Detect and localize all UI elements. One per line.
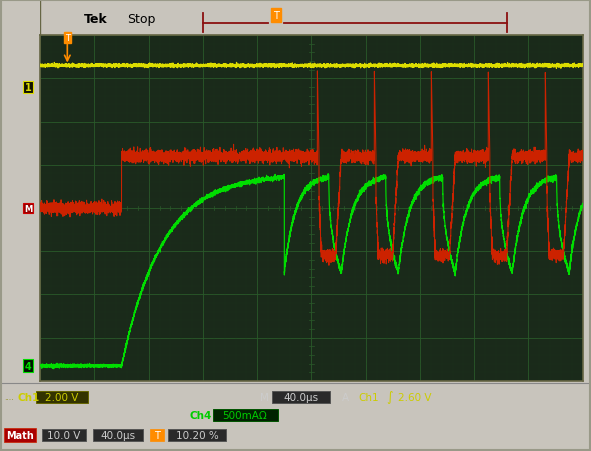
Text: A: A (342, 392, 349, 402)
Text: 500mAΩ: 500mAΩ (223, 410, 267, 420)
Bar (42, 429, 86, 441)
Text: Stop: Stop (127, 14, 155, 26)
Bar (150, 429, 164, 441)
Text: Ch4: Ch4 (190, 410, 212, 420)
Text: Ch1: Ch1 (18, 392, 40, 402)
Text: 40.0µs: 40.0µs (100, 430, 135, 440)
Text: 4: 4 (25, 361, 32, 371)
Bar (93, 429, 143, 441)
Text: 1: 1 (25, 83, 32, 93)
Bar (272, 391, 330, 403)
Text: ....: .... (4, 392, 14, 401)
Text: Math: Math (6, 430, 34, 440)
Text: 10.20 %: 10.20 % (176, 430, 219, 440)
Text: Tek: Tek (83, 14, 108, 26)
Text: ∫: ∫ (386, 391, 392, 404)
Text: T: T (65, 34, 70, 43)
Bar (4, 428, 36, 442)
Bar (36, 391, 88, 403)
Text: M: M (24, 204, 33, 213)
Text: 2.60 V: 2.60 V (398, 392, 431, 402)
Bar (168, 429, 226, 441)
Text: 2.00 V: 2.00 V (46, 392, 79, 402)
Text: Ch1: Ch1 (358, 392, 379, 402)
Text: T: T (273, 11, 279, 21)
Text: M: M (260, 392, 269, 402)
Bar (213, 409, 278, 421)
Text: T: T (154, 430, 160, 440)
Text: 40.0µs: 40.0µs (284, 392, 319, 402)
Text: 10.0 V: 10.0 V (47, 430, 81, 440)
